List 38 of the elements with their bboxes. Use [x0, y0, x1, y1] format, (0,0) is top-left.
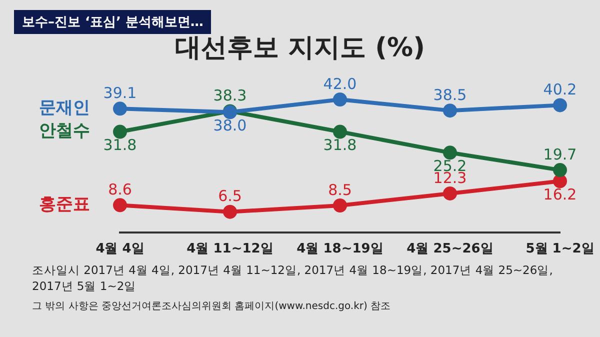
data-label: 40.2	[543, 80, 577, 99]
x-tick-label: 4월 11~12일	[186, 242, 274, 257]
x-tick-label: 4월 4일	[96, 242, 144, 257]
x-tick-label: 4월 18~19일	[296, 242, 384, 257]
data-label: 8.5	[328, 180, 352, 199]
point	[223, 204, 237, 219]
point	[333, 92, 347, 106]
point	[113, 102, 127, 116]
data-label: 38.3	[213, 86, 247, 105]
series-label: 안철수	[39, 121, 90, 142]
data-label: 39.1	[103, 84, 137, 102]
data-label: 31.8	[323, 136, 357, 154]
point	[113, 124, 127, 139]
data-label: 16.2	[543, 186, 577, 204]
chart-title: 대선후보 지지도 (%)	[174, 32, 426, 65]
series-label: 홍준표	[39, 194, 90, 215]
data-label: 8.6	[108, 180, 132, 199]
series-label: 문재인	[39, 98, 90, 118]
point	[553, 98, 567, 112]
data-label: 19.7	[543, 145, 577, 164]
text: 그 밖의 사항은 중앙선거여론조사심의위원회 홈페이지(www.nesdc.go.kr) 참조	[32, 300, 392, 314]
x-tick-label: 5월 1~2일	[526, 242, 594, 257]
data-label: 38.0	[213, 116, 247, 135]
point	[333, 124, 347, 139]
point	[443, 146, 457, 160]
point	[443, 104, 457, 118]
point	[443, 186, 457, 200]
data-label: 31.8	[103, 136, 137, 154]
point	[553, 174, 567, 188]
chart-subtitle: 보수–진보 ‘표심’ 분석해보면…	[14, 10, 212, 34]
data-label: 6.5	[218, 187, 242, 206]
data-label: 42.0	[323, 74, 357, 93]
x-tick-label: 4월 25~26일	[406, 242, 494, 257]
point	[113, 198, 127, 212]
point	[553, 163, 567, 178]
text: 조사일시 2017년 4월 4일, 2017년 4월 11~12일, 2017년 4월 18~19일, 2017년 4월 25~26일, 2017년 5월 1~2일	[32, 262, 554, 294]
point	[333, 198, 347, 212]
data-label: 38.5	[433, 86, 467, 104]
